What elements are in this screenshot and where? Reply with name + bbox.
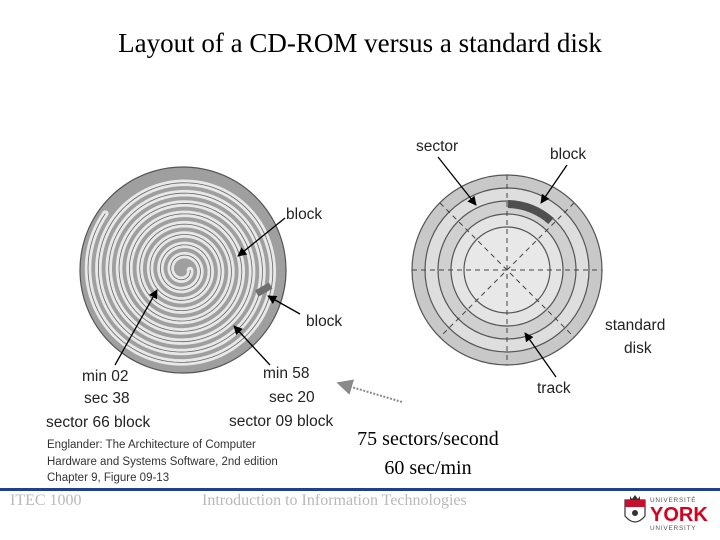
footer-course-code: ITEC 1000 <box>10 492 82 509</box>
cd-label-block-2: block <box>306 313 342 330</box>
logo-top-text: UNIVERSITÉ <box>650 495 696 504</box>
cd-addr1-sector: sector 66 block <box>46 414 150 431</box>
disk-label-block: block <box>550 146 586 163</box>
cd-addr2-sec: sec 20 <box>269 389 315 406</box>
leader-arrows <box>114 156 568 378</box>
cd-block-mark <box>255 282 273 297</box>
disk-label-track: track <box>537 380 571 397</box>
note-sectors-per-second: 75 sectors/second <box>357 428 499 450</box>
disk-block-mark <box>507 200 554 225</box>
logo-main-text: YORK <box>650 504 708 526</box>
credit-line-2: Hardware and Systems Software, 2nd editi… <box>47 456 278 468</box>
cd-spiral-edge <box>87 182 274 363</box>
disk-label-sector: sector <box>416 138 458 155</box>
york-university-logo: UNIVERSITÉ YORK UNIVERSITY <box>624 495 708 532</box>
cd-rom-disc <box>79 166 287 374</box>
slide-pointer-arrow <box>336 379 403 403</box>
disk-label-disk: disk <box>624 340 652 357</box>
note-seconds-per-minute: 60 sec/min <box>384 457 472 479</box>
footer-course-name: Introduction to Information Technologies <box>202 492 467 509</box>
cd-addr2-sector: sector 09 block <box>229 413 333 430</box>
logo-bottom-text: UNIVERSITY <box>650 525 696 532</box>
cd-addr1-sec: sec 38 <box>84 390 130 407</box>
credit-line-1: Englander: The Architecture of Computer <box>47 439 256 451</box>
slide-title: Layout of a CD-ROM versus a standard dis… <box>118 28 602 58</box>
disk-label-standard: standard <box>605 317 665 334</box>
cd-label-block: block <box>286 206 322 223</box>
york-crest-icon <box>624 495 646 523</box>
cd-addr2-min: min 58 <box>263 365 310 382</box>
credit-line-3: Chapter 9, Figure 09-13 <box>47 472 169 484</box>
footer-rule <box>0 488 720 491</box>
standard-disk <box>411 174 603 366</box>
cd-addr1-min: min 02 <box>82 368 129 385</box>
